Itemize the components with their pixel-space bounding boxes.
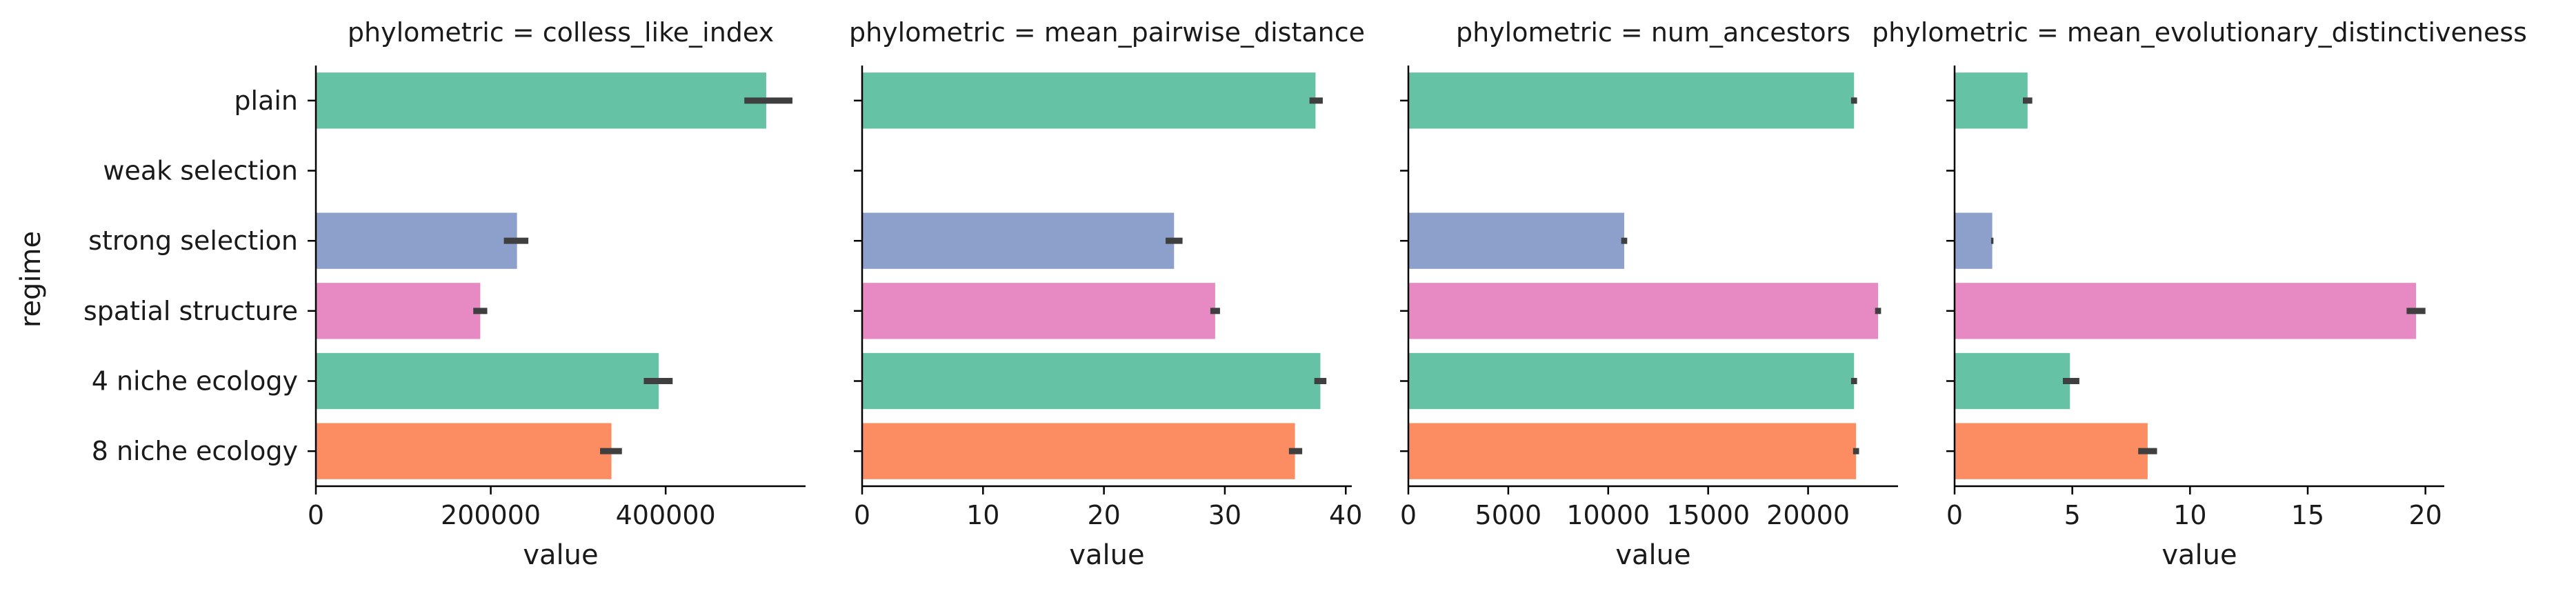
panel-4: phylometric = mean_evolutionary_distinct… xyxy=(1872,17,2527,571)
x-tick-label: 400000 xyxy=(616,500,716,530)
bar-8-niche-ecology xyxy=(1955,423,2148,479)
x-tick-label: 20 xyxy=(2409,500,2442,530)
bar-spatial-structure xyxy=(316,283,481,339)
x-axis-label: value xyxy=(2161,539,2237,571)
x-tick-label: 0 xyxy=(1400,500,1417,530)
y-tick-label: plain xyxy=(234,86,298,116)
x-tick-label: 10 xyxy=(966,500,999,530)
bar-strong-selection xyxy=(1408,212,1624,269)
bar-strong-selection xyxy=(1955,212,1993,269)
y-tick-label: weak selection xyxy=(103,156,298,186)
x-tick-label: 0 xyxy=(308,500,324,530)
bar-strong-selection xyxy=(862,212,1175,269)
bar-spatial-structure xyxy=(862,283,1215,339)
panel-3: phylometric = num_ancestors 0 5000 10000 150… xyxy=(1400,17,1898,571)
bar-4-niche-ecology xyxy=(1955,352,2070,410)
x-axis-label: value xyxy=(1615,539,1690,571)
panel-2: phylometric = mean_pairwise_distance 0 10 2… xyxy=(849,17,1365,571)
x-tick-label: 15 xyxy=(2291,500,2324,530)
x-tick-label: 20000 xyxy=(1766,500,1850,530)
bar-4-niche-ecology xyxy=(316,352,659,410)
bar-plain xyxy=(1955,72,2028,129)
bar-spatial-structure xyxy=(1955,283,2417,339)
y-tick-label: 4 niche ecology xyxy=(92,366,298,397)
bar-4-niche-ecology xyxy=(862,352,1321,410)
panel-title: phylometric = mean_pairwise_distance xyxy=(849,17,1365,48)
bar-plain xyxy=(316,72,766,129)
y-axis-label: regime xyxy=(15,231,47,328)
x-tick-label: 20 xyxy=(1087,500,1120,530)
panel-title: phylometric = num_ancestors xyxy=(1456,17,1850,48)
x-tick-label: 0 xyxy=(1946,500,1963,530)
panel-title: phylometric = mean_evolutionary_distinct… xyxy=(1872,17,2527,48)
x-tick-label: 15000 xyxy=(1666,500,1750,530)
x-tick-label: 0 xyxy=(854,500,870,530)
x-tick-label: 40 xyxy=(1329,500,1362,530)
bar-plain xyxy=(1408,72,1855,129)
bar-spatial-structure xyxy=(1408,283,1879,339)
x-tick-label: 10 xyxy=(2173,500,2206,530)
y-tick-label: spatial structure xyxy=(83,296,298,326)
bar-strong-selection xyxy=(316,212,517,269)
x-tick-label: 10000 xyxy=(1566,500,1650,530)
y-tick-label: strong selection xyxy=(88,226,298,256)
bar-8-niche-ecology xyxy=(862,423,1295,479)
x-tick-label: 30 xyxy=(1208,500,1241,530)
panel-title: phylometric = colless_like_index xyxy=(348,17,774,48)
y-tick-label: 8 niche ecology xyxy=(92,436,298,466)
bar-8-niche-ecology xyxy=(1408,423,1857,479)
bar-4-niche-ecology xyxy=(1408,352,1855,410)
x-axis-label: value xyxy=(1069,539,1144,571)
bar-plain xyxy=(862,72,1316,129)
x-tick-label: 200000 xyxy=(441,500,541,530)
x-axis-label: value xyxy=(523,539,598,571)
x-tick-label: 5 xyxy=(2064,500,2081,530)
x-tick-label: 5000 xyxy=(1475,500,1542,530)
bar-8-niche-ecology xyxy=(316,423,612,479)
